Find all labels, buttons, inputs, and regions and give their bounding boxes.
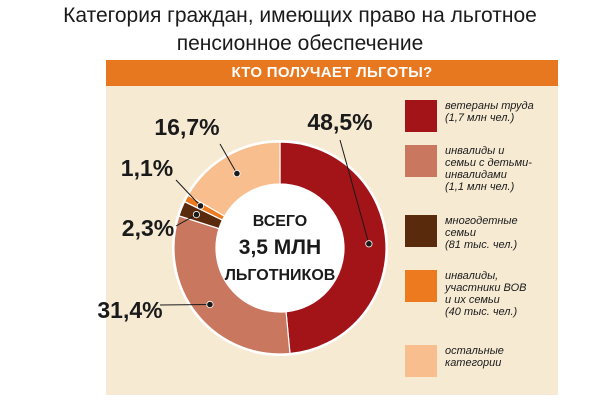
center-text-line-1: ВСЕГО <box>253 213 307 230</box>
leader-dot-2 <box>206 300 214 309</box>
legend-swatch-3 <box>405 215 437 247</box>
leader-line-3 <box>175 214 197 227</box>
legend-sublabel-3: (81 тыс. чел.) <box>445 239 518 251</box>
legend-label-4: инвалиды, участники ВОВ и их семьи (40 тыс.… <box>445 270 563 318</box>
leader-line-4 <box>175 179 201 207</box>
leader-line-5 <box>219 143 238 174</box>
donut-slice-5 <box>187 141 281 217</box>
leader-line-2 <box>159 303 210 306</box>
legend-label-2: инвалиды и семьи с детьми-инвалидами (1,1 … <box>445 145 563 193</box>
center-text-line-2: 3,5 МЛН <box>239 236 321 259</box>
value-label-2: 31,4% <box>97 297 162 323</box>
legend-sublabel-2: (1,1 млн чел.) <box>445 181 515 193</box>
legend-label-2-line-1: инвалиды и <box>445 145 505 157</box>
legend-label-3-line-2: семьи <box>445 227 476 239</box>
leader-dot-1 <box>365 240 373 248</box>
legend-sublabel-4: (40 тыс. чел.) <box>445 306 518 318</box>
value-label-4: 1,1% <box>121 155 173 181</box>
legend-label-5-line-2: категории <box>445 357 502 369</box>
leader-line-1 <box>339 139 370 244</box>
center-text-line-3: ЛЬГОТНИКОВ <box>225 267 336 284</box>
legend-swatch-5 <box>405 345 437 377</box>
chart-header: КТО ПОЛУЧАЕТ ЛЬГОТЫ? <box>106 60 558 86</box>
legend-swatch-4 <box>405 270 437 302</box>
page-title: Категория граждан, имеющих право на льго… <box>0 2 600 58</box>
legend-swatch-1 <box>405 100 437 132</box>
leader-dot-4 <box>196 202 205 210</box>
legend-label-2-line-3: инвалидами <box>445 169 507 181</box>
value-label-3: 2,3% <box>122 215 174 241</box>
legend-label-3: многодетные семьи (81 тыс. чел.) <box>445 215 563 251</box>
page-title-line-2: пенсионное обеспечение <box>176 32 424 55</box>
legend-swatch-2 <box>405 145 437 177</box>
legend-label-2-line-2: семьи с детьми- <box>445 157 532 169</box>
legend-label-3-line-1: многодетные <box>445 215 518 227</box>
legend-label-4-line-2: участники ВОВ <box>445 282 527 294</box>
legend-label-5-line-1: остальные <box>445 345 504 357</box>
legend-label-5: остальные категории <box>445 345 563 369</box>
leader-dot-3 <box>192 211 201 219</box>
leader-dot-5 <box>233 169 241 178</box>
legend-sublabel-1: (1,7 млн чел.) <box>445 112 515 124</box>
legend-label-1: ветераны труда (1,7 млн чел.) <box>445 100 563 124</box>
legend-label-4-line-3: и их семьи <box>445 294 500 306</box>
legend-label-4-line-1: инвалиды, <box>445 270 499 282</box>
value-label-1: 48,5% <box>307 109 372 135</box>
donut-center <box>216 184 344 312</box>
page-title-line-1: Категория граждан, имеющих право на льго… <box>63 4 537 27</box>
legend-label-1-line-1: ветераны труда <box>445 100 534 112</box>
value-label-5: 16,7% <box>154 114 219 140</box>
